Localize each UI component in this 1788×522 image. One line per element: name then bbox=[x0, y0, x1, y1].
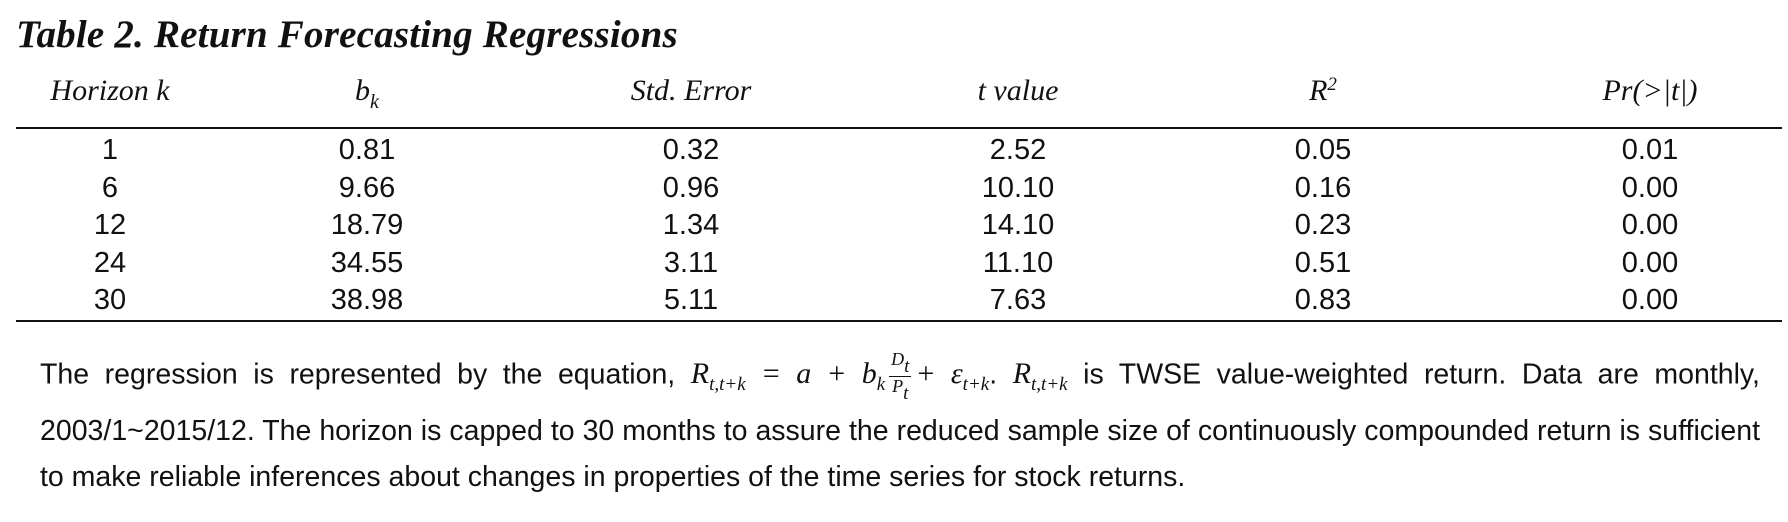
cell-horizon: 24 bbox=[93, 246, 127, 279]
eq-eps-sub: t+k bbox=[962, 374, 990, 396]
regression-equation: Rt,t+k = a + bk Dt Pt + εt+k bbox=[690, 350, 989, 403]
header-pr: Pr(>|t|) bbox=[1602, 74, 1698, 107]
table-bottom-rule bbox=[16, 320, 1782, 322]
table-row: 1 0.81 0.32 2.52 0.05 0.01 bbox=[0, 134, 1788, 172]
eq-num-sub: t bbox=[904, 356, 910, 377]
header-t-value: t value bbox=[977, 74, 1059, 107]
cell-horizon: 12 bbox=[93, 209, 127, 241]
cell-r2: 0.51 bbox=[1294, 246, 1352, 279]
eq-fraction-numerator: Dt bbox=[889, 349, 912, 377]
cell-bk: 34.55 bbox=[330, 246, 404, 279]
cell-t-value: 11.10 bbox=[982, 246, 1054, 279]
cell-pr: 0.00 bbox=[1621, 209, 1679, 241]
header-bk-base: b bbox=[355, 74, 371, 107]
eq-r: R bbox=[690, 357, 710, 391]
header-horizon: Horizon k bbox=[50, 74, 170, 107]
cell-std-error: 1.34 bbox=[662, 209, 720, 241]
cell-t-value: 7.63 bbox=[989, 284, 1047, 316]
cell-pr: 0.01 bbox=[1621, 134, 1679, 166]
eq-fraction-denominator: Pt bbox=[889, 377, 911, 403]
cell-horizon: 30 bbox=[93, 284, 127, 316]
eq-den: P bbox=[892, 376, 904, 396]
eq-r2-sub: t,t+k bbox=[1031, 374, 1068, 396]
note-intro: The regression is represented by the equ… bbox=[40, 358, 691, 391]
eq-num: D bbox=[891, 349, 905, 369]
cell-bk: 9.66 bbox=[338, 171, 396, 204]
eq-den-sub: t bbox=[903, 383, 909, 404]
cell-r2: 0.23 bbox=[1294, 209, 1352, 241]
cell-bk: 0.81 bbox=[338, 134, 396, 166]
eq-plus-eps: + ε bbox=[915, 357, 963, 391]
cell-bk: 38.98 bbox=[330, 284, 404, 316]
eq-r-sub: t,t+k bbox=[709, 374, 746, 396]
eq-equals-part: = a + b bbox=[745, 357, 877, 391]
cell-t-value: 10.10 bbox=[981, 171, 1055, 204]
cell-std-error: 0.32 bbox=[662, 134, 720, 166]
table-top-rule bbox=[16, 127, 1782, 129]
eq-period: . bbox=[989, 358, 1013, 391]
table-row: 24 34.55 3.11 11.10 0.51 0.00 bbox=[0, 247, 1788, 285]
cell-t-value: 2.52 bbox=[989, 134, 1047, 166]
cell-r2: 0.05 bbox=[1294, 134, 1352, 166]
cell-std-error: 5.11 bbox=[663, 284, 719, 316]
eq-r2: R bbox=[1012, 357, 1032, 391]
header-bk-sub: k bbox=[370, 91, 379, 113]
cell-std-error: 3.11 bbox=[663, 246, 719, 279]
eq-fraction: Dt Pt bbox=[889, 349, 912, 403]
cell-pr: 0.00 bbox=[1621, 171, 1679, 204]
cell-r2: 0.83 bbox=[1294, 284, 1352, 316]
table-body: 1 0.81 0.32 2.52 0.05 0.01 6 9.66 0.96 1… bbox=[0, 134, 1788, 320]
cell-std-error: 0.96 bbox=[662, 171, 720, 204]
cell-t-value: 14.10 bbox=[981, 209, 1055, 241]
table-note: The regression is represented by the equ… bbox=[40, 350, 1760, 500]
cell-pr: 0.00 bbox=[1621, 284, 1679, 316]
cell-bk: 18.79 bbox=[330, 209, 404, 241]
header-bk: bk bbox=[355, 74, 379, 114]
table-header-row: Horizon k bk Std. Error t value R2 Pr(>|… bbox=[0, 74, 1788, 118]
cell-horizon: 6 bbox=[101, 171, 119, 204]
header-r2: R2 bbox=[1309, 74, 1337, 108]
header-std-error: Std. Error bbox=[630, 74, 752, 107]
header-r2-base: R bbox=[1309, 74, 1328, 107]
table-row: 30 38.98 5.11 7.63 0.83 0.00 bbox=[0, 284, 1788, 322]
cell-pr: 0.00 bbox=[1621, 246, 1679, 279]
cell-horizon: 1 bbox=[101, 134, 119, 166]
eq-b-sub: k bbox=[876, 374, 886, 396]
table-title: Table 2. Return Forecasting Regressions bbox=[16, 13, 678, 56]
table-row: 6 9.66 0.96 10.10 0.16 0.00 bbox=[0, 172, 1788, 210]
table-row: 12 18.79 1.34 14.10 0.23 0.00 bbox=[0, 209, 1788, 247]
header-r2-sup: 2 bbox=[1327, 74, 1337, 95]
note-rest: is TWSE value-weighted return. Data are … bbox=[40, 358, 1760, 494]
cell-r2: 0.16 bbox=[1294, 171, 1352, 204]
eq-return-symbol: Rt,t+k bbox=[1012, 357, 1068, 395]
